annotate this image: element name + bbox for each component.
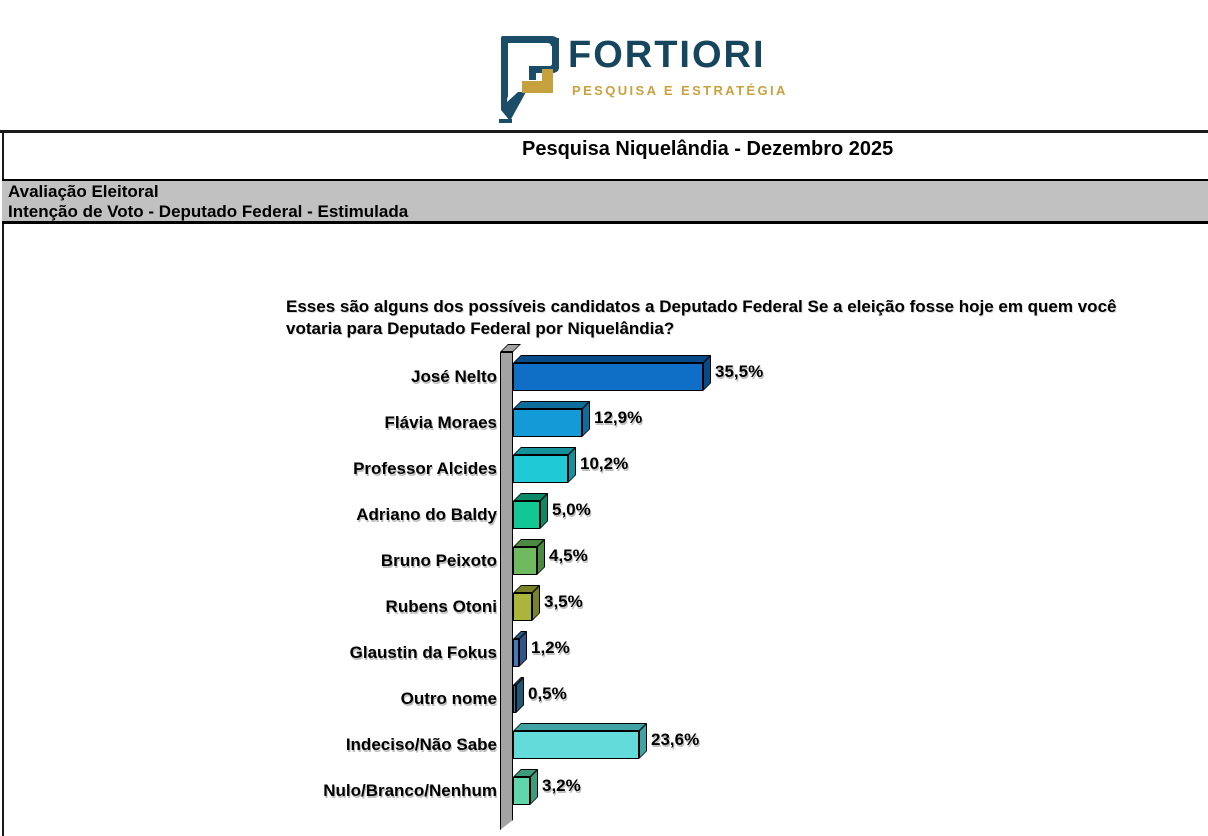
chart-question: Esses são alguns dos possíveis candidato…: [286, 297, 1117, 338]
bar-side-face: [530, 769, 538, 805]
bar-front-face: [513, 547, 537, 575]
bar-front-face: [513, 409, 582, 437]
section-header-band: Avaliação Eleitoral Intenção de Voto - D…: [2, 179, 1208, 224]
category-label: Outro nome: [400, 689, 497, 708]
bar-top-face: [513, 355, 711, 363]
category-label: Rubens Otoni: [385, 597, 497, 616]
category-label: Nulo/Branco/Nenhum: [323, 781, 497, 800]
value-label: 4,5%: [549, 546, 588, 565]
bar-side-face: [582, 401, 590, 437]
bar-side-face: [639, 723, 647, 759]
bar-front-face: [513, 639, 519, 667]
category-label: Professor Alcides: [353, 459, 497, 478]
report-title: Pesquisa Niquelândia - Dezembro 2025: [522, 138, 894, 160]
value-label: 12,9%: [594, 408, 643, 427]
speech-bubble-icon: [499, 36, 559, 123]
frame-left-border: [2, 130, 4, 836]
value-label: 1,2%: [531, 638, 570, 657]
value-label: 0,5%: [528, 684, 567, 703]
axis-wall-cap: [500, 344, 521, 352]
bar-side-face: [703, 355, 711, 391]
bar-front-face: [513, 501, 540, 529]
logo-wordmark: FORTIORI: [568, 34, 766, 76]
bar-side-face: [537, 539, 545, 575]
category-label: José Nelto: [411, 367, 497, 386]
bar-front-face: [513, 731, 639, 759]
value-label: 5,0%: [552, 500, 591, 519]
category-label: Bruno Peixoto: [380, 551, 497, 570]
bar-front-face: [513, 363, 703, 391]
value-label: 10,2%: [580, 454, 629, 473]
bar-side-face: [532, 585, 540, 621]
bar-top-face: [513, 723, 647, 731]
category-label: Glaustin da Fokus: [349, 643, 497, 662]
bar-side-face: [516, 677, 524, 713]
category-label: Flávia Moraes: [384, 413, 497, 432]
fortiori-logo: FORTIORI PESQUISA E ESTRATÉGIA: [493, 28, 913, 128]
axis-wall: [500, 352, 513, 830]
bar-top-face: [513, 447, 576, 455]
bar-front-face: [513, 593, 532, 621]
value-label: 35,5%: [715, 362, 764, 381]
value-label: 23,6%: [651, 730, 700, 749]
bar-side-face: [540, 493, 548, 529]
bar-side-face: [568, 447, 576, 483]
category-label: Indeciso/Não Sabe: [345, 735, 497, 754]
section-line-2: Intenção de Voto - Deputado Federal - Es…: [8, 202, 409, 221]
bar-side-face: [519, 631, 527, 667]
bar-front-face: [513, 777, 530, 805]
category-label: Adriano do Baldy: [356, 505, 497, 524]
bar-top-face: [513, 401, 590, 409]
value-label: 3,5%: [544, 592, 583, 611]
section-line-1: Avaliação Eleitoral: [8, 182, 159, 201]
bar-front-face: [513, 685, 516, 713]
logo-tagline: PESQUISA E ESTRATÉGIA: [572, 83, 788, 98]
frame-top-border: [0, 130, 1208, 133]
value-label: 3,2%: [542, 776, 581, 795]
bar-front-face: [513, 455, 568, 483]
